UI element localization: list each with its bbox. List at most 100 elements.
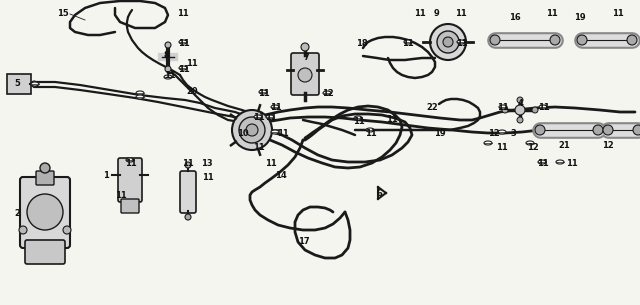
Ellipse shape <box>539 105 547 109</box>
Text: 11: 11 <box>178 66 190 74</box>
Text: 11: 11 <box>456 38 468 48</box>
Text: 11: 11 <box>177 9 189 17</box>
Circle shape <box>19 226 27 234</box>
Circle shape <box>517 97 523 103</box>
FancyBboxPatch shape <box>36 171 54 185</box>
Text: 11: 11 <box>253 143 265 152</box>
Ellipse shape <box>126 158 134 162</box>
FancyBboxPatch shape <box>25 240 65 264</box>
Ellipse shape <box>266 115 274 119</box>
Text: 11: 11 <box>353 117 365 125</box>
Text: 17: 17 <box>298 238 310 246</box>
Ellipse shape <box>354 116 362 120</box>
Circle shape <box>185 214 191 220</box>
Circle shape <box>502 107 508 113</box>
Text: 11: 11 <box>125 159 137 167</box>
Text: 11: 11 <box>612 9 624 19</box>
Ellipse shape <box>179 66 187 70</box>
Circle shape <box>246 124 258 136</box>
Text: 18: 18 <box>356 38 368 48</box>
Ellipse shape <box>271 130 279 134</box>
Circle shape <box>532 107 538 113</box>
Ellipse shape <box>136 95 144 99</box>
Ellipse shape <box>323 91 331 95</box>
Text: 11: 11 <box>186 59 198 67</box>
Text: 22: 22 <box>426 103 438 113</box>
Circle shape <box>490 35 500 45</box>
Text: 11: 11 <box>270 103 282 113</box>
Text: 11: 11 <box>497 103 509 113</box>
Text: 11: 11 <box>538 103 550 113</box>
Ellipse shape <box>164 75 172 79</box>
Text: 11: 11 <box>386 116 398 124</box>
Text: 14: 14 <box>275 171 287 181</box>
Text: 11: 11 <box>202 174 214 182</box>
Text: 11: 11 <box>164 71 176 81</box>
Circle shape <box>27 194 63 230</box>
Ellipse shape <box>499 105 507 109</box>
Text: 11: 11 <box>253 113 265 123</box>
Circle shape <box>232 110 272 150</box>
Text: 11: 11 <box>258 88 270 98</box>
Circle shape <box>165 66 171 72</box>
Circle shape <box>40 163 50 173</box>
Text: 5: 5 <box>14 78 20 88</box>
Ellipse shape <box>484 141 492 145</box>
Text: 9: 9 <box>434 9 440 19</box>
Text: 21: 21 <box>558 142 570 150</box>
Ellipse shape <box>254 115 262 119</box>
Text: 11: 11 <box>402 38 414 48</box>
Text: 11: 11 <box>365 128 377 138</box>
Circle shape <box>437 31 459 53</box>
Ellipse shape <box>457 40 465 44</box>
Circle shape <box>577 35 587 45</box>
Text: 12: 12 <box>322 88 334 98</box>
Text: 7: 7 <box>303 52 309 62</box>
Text: 19: 19 <box>574 13 586 23</box>
Text: 3: 3 <box>510 128 516 138</box>
Text: 12: 12 <box>602 142 614 150</box>
Text: 11: 11 <box>537 159 549 167</box>
Circle shape <box>63 226 71 234</box>
Circle shape <box>517 117 523 123</box>
Circle shape <box>443 37 453 47</box>
Text: 11: 11 <box>178 38 190 48</box>
Circle shape <box>550 35 560 45</box>
Text: 13: 13 <box>201 159 213 167</box>
Text: 16: 16 <box>509 13 521 23</box>
Ellipse shape <box>366 128 374 132</box>
Ellipse shape <box>271 105 279 109</box>
Ellipse shape <box>136 91 144 95</box>
Text: 2: 2 <box>14 209 20 217</box>
Ellipse shape <box>498 130 506 134</box>
Text: 12: 12 <box>488 128 500 138</box>
Text: 12: 12 <box>527 143 539 152</box>
Text: 11: 11 <box>546 9 558 19</box>
Ellipse shape <box>179 40 187 44</box>
FancyBboxPatch shape <box>180 171 196 213</box>
Circle shape <box>430 24 466 60</box>
Text: 19: 19 <box>434 128 446 138</box>
Circle shape <box>185 162 191 168</box>
Circle shape <box>633 125 640 135</box>
Text: 11: 11 <box>115 192 127 200</box>
Ellipse shape <box>526 141 534 145</box>
FancyBboxPatch shape <box>20 177 70 248</box>
Text: 1: 1 <box>103 171 109 181</box>
Text: 11: 11 <box>496 142 508 152</box>
Text: 11: 11 <box>265 113 277 123</box>
Circle shape <box>593 125 603 135</box>
Text: 11: 11 <box>566 159 578 167</box>
Text: 11: 11 <box>455 9 467 19</box>
Ellipse shape <box>556 160 564 164</box>
Text: 11: 11 <box>265 159 277 167</box>
Circle shape <box>535 125 545 135</box>
FancyBboxPatch shape <box>121 199 139 213</box>
Text: 10: 10 <box>237 128 249 138</box>
Circle shape <box>239 117 265 143</box>
Text: 11: 11 <box>182 159 194 167</box>
Text: 4: 4 <box>517 99 523 107</box>
Ellipse shape <box>538 160 546 164</box>
FancyBboxPatch shape <box>118 158 142 202</box>
Text: 15: 15 <box>57 9 69 19</box>
